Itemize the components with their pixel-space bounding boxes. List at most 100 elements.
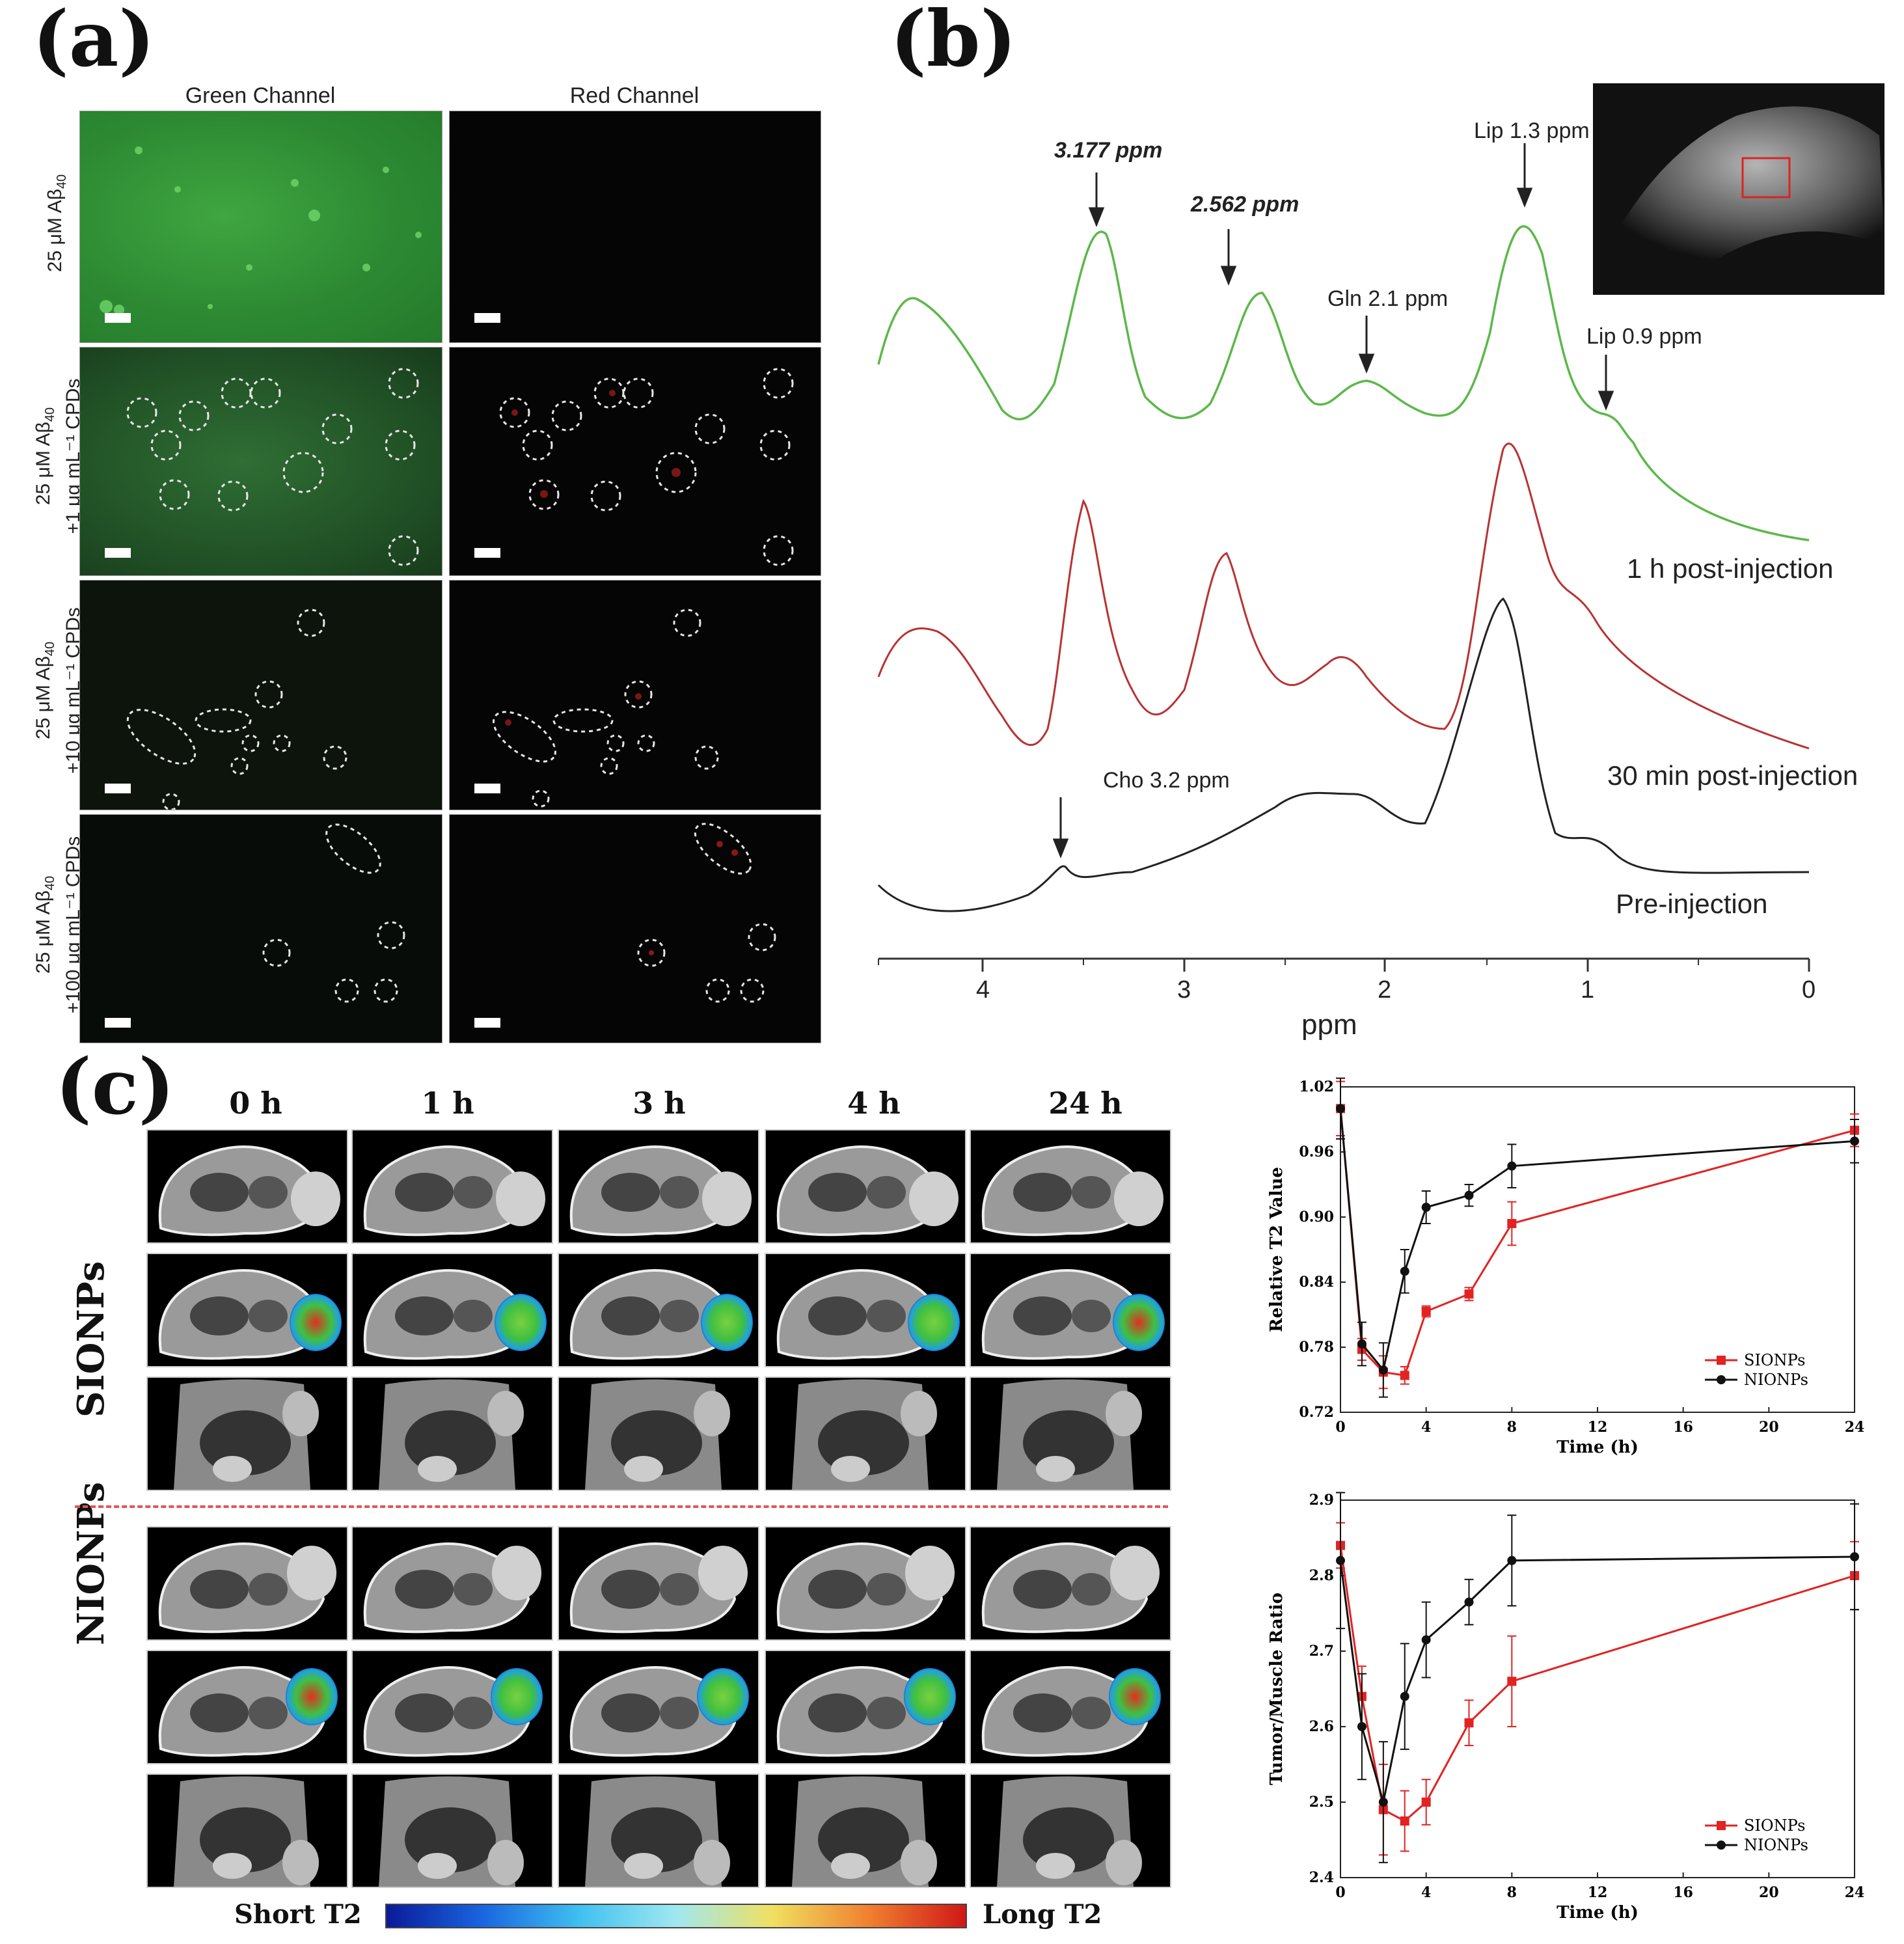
scale-bar	[474, 548, 500, 558]
data-point	[1850, 1136, 1859, 1146]
data-point	[1378, 1798, 1388, 1807]
data-point	[1507, 1161, 1517, 1171]
panel-c-label: (c)	[55, 1041, 175, 1132]
annot-gln: Gln 2.1 ppm	[1327, 286, 1448, 311]
green-channel-title: Green Channel	[185, 83, 336, 108]
data-point	[1507, 1555, 1517, 1565]
y-tick-label: 0.78	[1299, 1339, 1334, 1356]
mri-thumbnail	[351, 1129, 553, 1244]
green-image-row3	[79, 580, 442, 810]
y-tick-label: 2.9	[1309, 1492, 1334, 1509]
time-label-1h: 1 h	[421, 1086, 474, 1121]
red-image-row2	[449, 347, 821, 576]
x-tick-label: 24	[1845, 1884, 1865, 1901]
row-label-4: 25 μM Aβ40 +100 μg mL⁻¹ CPDs	[33, 836, 84, 1014]
y-tick-label: 0.72	[1299, 1404, 1334, 1421]
data-point	[1464, 1597, 1474, 1607]
x-tick-label: 12	[1588, 1884, 1608, 1901]
trace-label-1h: 1 h post-injection	[1627, 553, 1834, 584]
data-point	[1400, 1816, 1409, 1826]
x-axis-label: Time (h)	[1557, 1438, 1639, 1457]
data-point	[1464, 1190, 1474, 1200]
scale-bar	[105, 1018, 131, 1028]
panel-a-label: (a)	[33, 0, 156, 84]
annot-3177: 3.177 ppm	[1054, 138, 1163, 163]
legend-label: SIONPs	[1744, 1816, 1805, 1835]
y-tick-label: 0.90	[1299, 1209, 1334, 1225]
data-point	[1400, 1691, 1409, 1701]
legend-label: NIONPs	[1744, 1371, 1808, 1389]
mri-thumbnail	[970, 1526, 1171, 1641]
x-tick-label: 16	[1673, 1419, 1693, 1436]
mri-thumbnail	[351, 1253, 553, 1367]
mri-thumbnail	[351, 1526, 553, 1641]
y-tick-label: 0.84	[1299, 1274, 1334, 1291]
mri-thumbnail	[558, 1526, 759, 1641]
mri-thumbnail	[558, 1650, 759, 1764]
mri-thumbnail	[351, 1650, 553, 1764]
x-tick-label: 16	[1673, 1884, 1693, 1901]
mri-thumbnail	[146, 1650, 348, 1764]
legend-label: SIONPs	[1744, 1351, 1805, 1369]
scale-bar	[474, 784, 500, 793]
annot-2562: 2.562 ppm	[1191, 192, 1299, 217]
green-image-row1	[79, 111, 442, 343]
legend-marker	[1717, 1375, 1726, 1384]
mri-thumbnail	[765, 1773, 966, 1888]
x-tick-label: 12	[1588, 1419, 1608, 1436]
trace-1h	[877, 225, 1810, 541]
x-tick-3: 3	[1177, 976, 1191, 1004]
data-point	[1400, 1266, 1409, 1276]
red-channel-title: Red Channel	[569, 83, 700, 108]
scale-bar	[105, 784, 131, 793]
mri-thumbnail	[970, 1773, 1171, 1888]
y-axis-label: Tumor/Muscle Ratio	[1267, 1593, 1286, 1785]
mri-thumbnail	[146, 1526, 348, 1641]
time-label-24h: 24 h	[1048, 1086, 1122, 1121]
data-point	[1357, 1722, 1367, 1731]
x-axis-label: ppm	[1301, 1009, 1357, 1041]
x-tick-2: 2	[1378, 976, 1392, 1004]
group-divider	[75, 1505, 1168, 1508]
scale-bar	[474, 1018, 500, 1028]
mri-thumbnail	[765, 1253, 966, 1367]
mri-thumbnail	[765, 1526, 966, 1641]
series-line-SIONPs	[1339, 1108, 1855, 1377]
time-label-0h: 0 h	[229, 1086, 282, 1121]
red-image-row4	[449, 814, 821, 1043]
y-tick-label: 2.5	[1309, 1794, 1334, 1811]
trace-label-30min: 30 min post-injection	[1607, 760, 1858, 791]
group-label-nionps: NIONPs	[70, 1482, 113, 1645]
data-point	[1421, 1203, 1431, 1212]
legend-marker	[1717, 1356, 1726, 1365]
red-image-row1	[449, 111, 821, 343]
mri-thumbnail	[558, 1253, 759, 1367]
scale-bar	[105, 313, 131, 323]
mri-thumbnail	[970, 1129, 1171, 1244]
x-tick-label: 0	[1335, 1419, 1345, 1436]
scale-bar	[105, 548, 131, 558]
time-label-4h: 4 h	[847, 1086, 901, 1121]
y-axis-label: Relative T2 Value	[1267, 1167, 1286, 1332]
panel-b-label: (b)	[890, 0, 1017, 84]
legend-marker	[1717, 1841, 1726, 1850]
trace-pre	[877, 597, 1810, 912]
y-tick-label: 2.4	[1309, 1869, 1334, 1886]
x-tick-label: 8	[1507, 1884, 1517, 1901]
data-point	[1357, 1339, 1367, 1348]
mri-thumbnail	[146, 1129, 348, 1244]
x-tick-label: 4	[1421, 1884, 1431, 1901]
data-point	[1378, 1365, 1388, 1375]
mri-thumbnail	[146, 1253, 348, 1367]
roi-box	[1741, 157, 1791, 199]
row-label-2: 25 μM Aβ40 +1 μg mL⁻¹ CPDs	[33, 378, 84, 534]
x-tick-0: 0	[1802, 976, 1816, 1004]
series-line-NIONPs	[1339, 1555, 1855, 1803]
mri-thumbnail	[765, 1376, 966, 1491]
data-point	[1421, 1798, 1431, 1807]
green-image-row4	[79, 814, 442, 1043]
y-tick-label: 0.96	[1299, 1143, 1334, 1160]
x-tick-label: 4	[1421, 1419, 1431, 1436]
x-tick-1: 1	[1581, 976, 1595, 1004]
trace-label-pre: Pre-injection	[1616, 888, 1768, 919]
